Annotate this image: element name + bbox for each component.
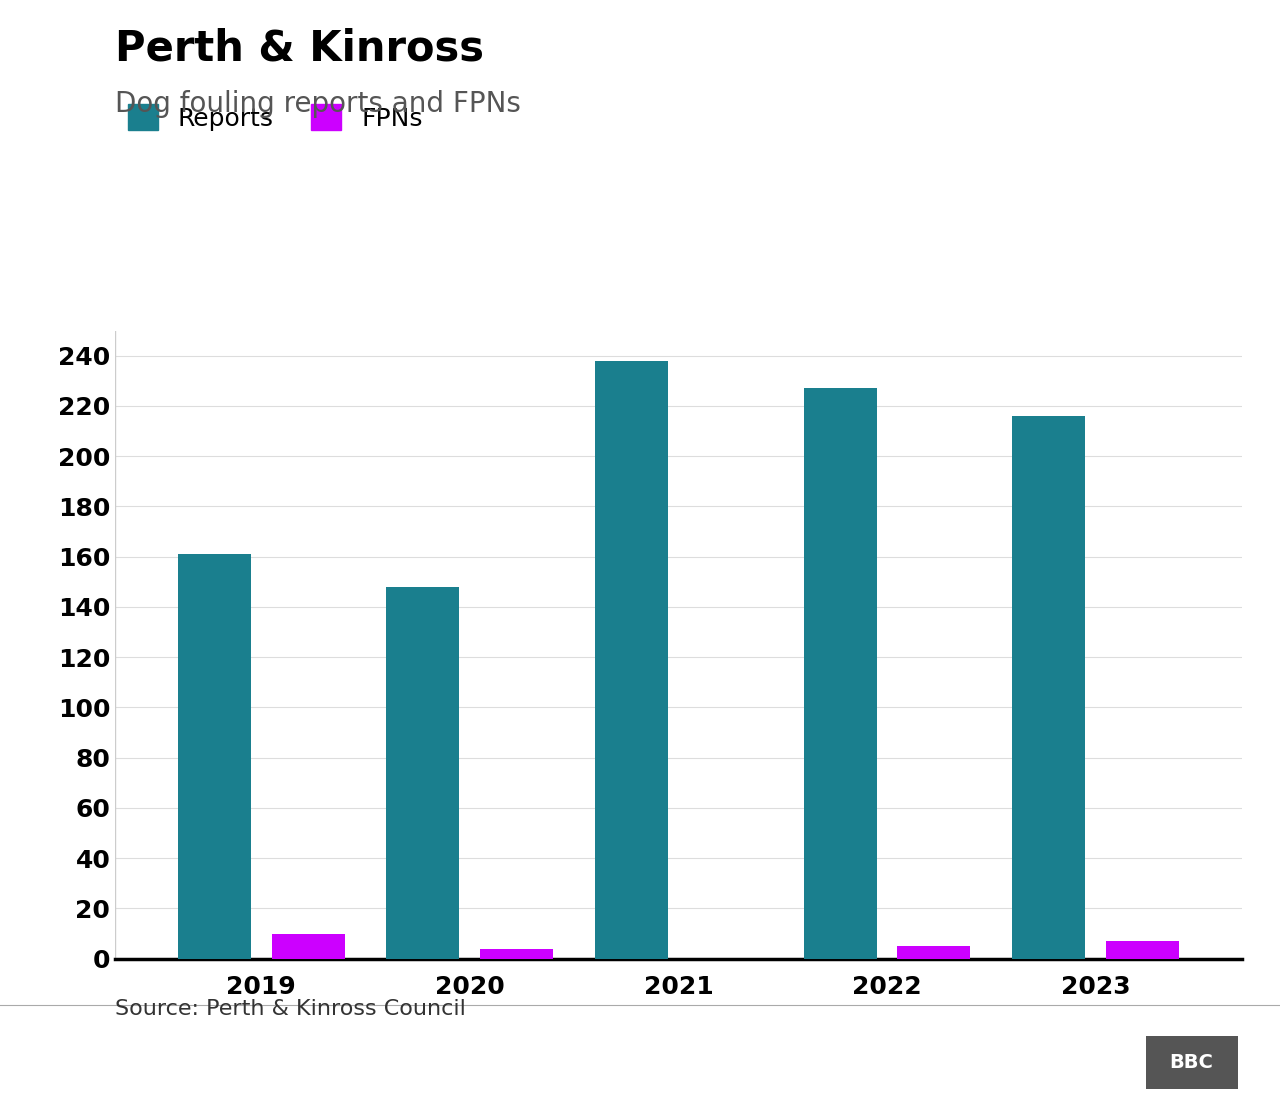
Text: Perth & Kinross: Perth & Kinross — [115, 28, 484, 69]
Bar — [1012, 417, 1085, 959]
Text: Dog fouling reports and FPNs: Dog fouling reports and FPNs — [115, 90, 521, 118]
Text: BBC: BBC — [1170, 1052, 1213, 1072]
Bar — [387, 587, 460, 959]
Bar — [480, 949, 553, 959]
Bar — [271, 933, 344, 959]
Bar — [1106, 941, 1179, 959]
Text: Source: Perth & Kinross Council: Source: Perth & Kinross Council — [115, 1000, 466, 1019]
Bar — [897, 947, 970, 959]
Bar — [178, 554, 251, 959]
Legend: Reports, FPNs: Reports, FPNs — [128, 105, 422, 131]
Bar — [595, 360, 668, 959]
Bar — [804, 388, 877, 959]
